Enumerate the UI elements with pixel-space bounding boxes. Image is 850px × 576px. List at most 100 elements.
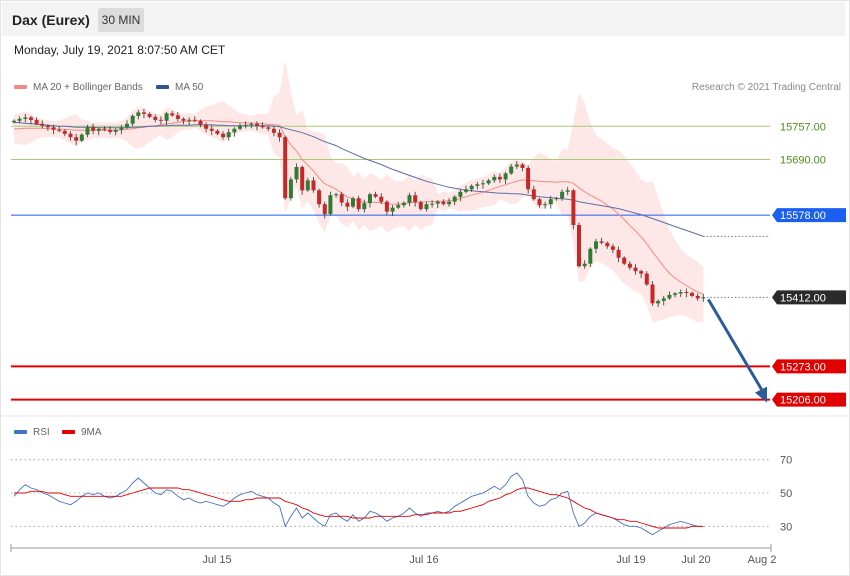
legend-swatch-rsi [14,430,27,435]
x-tick-label: Jul 19 [616,554,645,566]
candle-body [577,225,581,267]
candle-body [288,179,293,199]
candle-body [136,112,141,116]
rsi-tick-50: 50 [780,488,792,500]
candle-body [142,112,146,114]
bollinger-band [14,59,704,323]
rsi-tick-70: 70 [780,455,792,467]
timestamp: Monday, July 19, 2021 8:07:50 AM CET [14,43,226,57]
level-label-2: 15578.00 [780,210,826,222]
candle-body [175,115,180,119]
level-tag-3 [772,290,846,305]
level-tag-5 [772,392,846,407]
legend-label-9ma: 9MA [81,427,102,438]
candle-body [447,201,452,205]
candle-body [164,113,169,121]
candle-body [91,127,96,131]
candle-body [531,189,536,200]
candle-body [548,199,553,205]
candle-body [424,204,429,210]
level-label-0: 15757.00 [780,121,826,133]
candle-body [639,271,644,274]
candle-body [294,167,299,180]
candle-body [379,196,384,202]
legend-label-ma20: MA 20 + Bollinger Bands [33,82,143,93]
candle-body [147,113,152,117]
legend-swatch-ma50 [156,85,169,90]
forecast-arrow-shaft [707,298,766,395]
level-tag-2 [772,208,846,223]
candle-body [283,137,288,199]
legend-label-rsi: RSI [33,427,50,438]
candle-body [458,191,463,197]
candle-body [249,123,254,125]
candle-body [45,125,50,128]
candle-body [192,119,197,121]
candle-body [622,257,627,264]
candle-body [187,119,192,121]
candle-body [418,202,423,210]
candle-body [215,130,220,134]
candle-body [633,267,638,272]
level-label-3: 15412.00 [780,292,826,304]
candle-body [328,195,333,214]
candle-body [181,118,186,121]
candle-body [311,180,316,191]
candle-body [317,190,322,205]
candle-body [271,128,276,133]
candle-body [17,118,22,121]
title-bar: Dax (Eurex) 30 MIN [2,2,845,36]
candle-body [57,129,62,131]
candle-body [543,204,548,206]
candle-body [594,241,598,249]
candle-body [475,184,480,186]
candle-body [481,183,485,185]
candle-body [486,180,491,184]
candle-body [571,190,576,225]
copyright-text: Research © 2021 Trading Central [691,82,841,93]
candle-body [243,124,248,126]
candle-body [266,127,271,129]
candle-body [102,128,107,130]
candle-body [356,198,361,210]
candle-body [582,263,587,267]
candle-body [96,128,101,131]
rsi-9ma-line [14,487,704,529]
timeframe-button[interactable]: 30 MIN [98,8,144,32]
candle-body [435,201,440,204]
candle-body [690,292,694,296]
candle-body [119,127,124,130]
candles [12,108,706,307]
candle-body [68,133,73,138]
candle-body [605,242,610,247]
candle-body [413,195,418,203]
candle-body [401,202,406,206]
candle-body [678,292,683,294]
candle-body [108,129,113,132]
candle-body [368,194,372,204]
x-tick-label: Jul 20 [681,554,710,566]
candle-body [514,164,519,167]
legend-ma50: MA 50 [156,82,203,93]
candle-body [684,292,689,293]
level-label-5: 15206.00 [780,395,826,407]
candle-body [599,241,604,243]
legend-rsi: RSI [14,427,50,438]
rsi-line [13,472,704,536]
level-label-1: 15690.00 [780,155,826,167]
candle-body [503,173,508,180]
candle-body [79,134,84,141]
candle-body [673,293,678,295]
candle-body [305,180,310,191]
legend-swatch-ma20 [14,85,27,90]
candle-body [497,176,502,180]
candle-body [667,294,672,299]
candle-body [554,198,559,200]
candle-body [130,115,135,124]
candle-body [430,203,435,205]
legend-swatch-9ma [62,430,75,435]
candle-body [396,205,401,208]
candle-body [373,194,378,197]
candle-body [51,127,56,130]
